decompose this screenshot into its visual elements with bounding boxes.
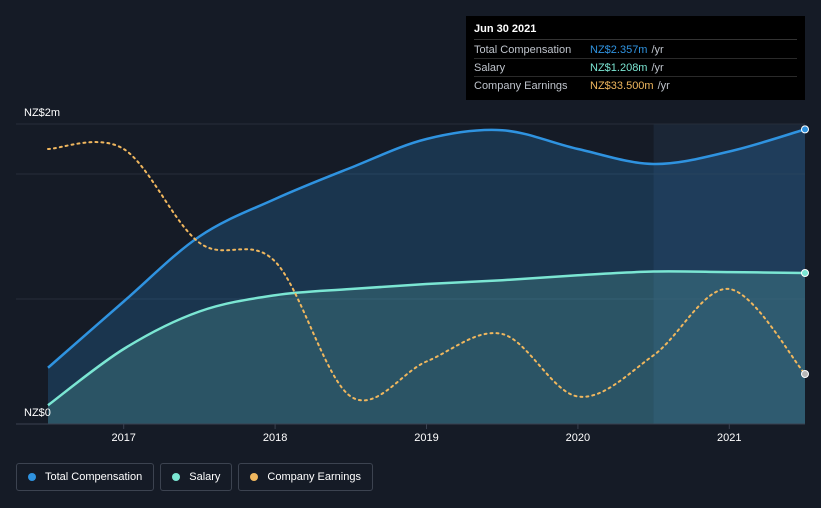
gridlines [16,123,805,300]
tooltip-date: Jun 30 2021 [474,23,797,40]
x-tick-label: 2017 [111,432,135,444]
legend-company-earnings[interactable]: Company Earnings [238,463,373,491]
tooltip-value-total: NZ$2.357m [590,43,648,56]
tooltip-row-total: Total Compensation NZ$2.357m /yr [474,41,797,59]
tooltip-label-earnings: Company Earnings [474,79,568,92]
tooltip-row-salary: Salary NZ$1.208m /yr [474,59,797,77]
tooltip-unit-earnings: /yr [657,79,670,92]
x-tick-label: 2019 [414,432,438,444]
x-tick-label: 2020 [566,432,590,444]
total-end-marker [801,125,809,134]
tooltip-value-salary: NZ$1.208m [590,61,648,74]
legend-total-compensation[interactable]: Total Compensation [16,463,155,491]
total-compensation-line [47,128,806,369]
legend-salary[interactable]: Salary [160,463,233,491]
earnings-end-marker [801,370,809,378]
hover-tooltip: Jun 30 2021 Total Compensation NZ$2.357m… [466,16,805,100]
legend-label: Total Compensation [45,471,143,483]
tooltip-label-total: Total Compensation [474,43,572,56]
legend-label: Company Earnings [267,471,361,483]
y-tick-label-top: NZ$2m [24,107,60,119]
y-tick-label-bottom: NZ$0 [24,407,51,419]
x-axis-ticks: 2017 2018 2019 2020 2021 [111,424,742,444]
legend-dot-icon [250,473,259,481]
salary-end-marker [801,269,809,277]
tooltip-unit-salary: /yr [651,61,664,74]
company-earnings-line [47,141,806,402]
chart-legend: Total Compensation Salary Company Earnin… [16,463,373,491]
tooltip-row-earnings: Company Earnings NZ$33.500m /yr [474,77,797,94]
total-compensation-area [48,129,805,424]
tooltip-unit-total: /yr [651,43,664,56]
x-tick-label: 2021 [717,432,741,444]
end-markers [801,125,809,378]
legend-dot-icon [28,473,36,481]
tooltip-label-salary: Salary [474,61,506,74]
salary-line [47,270,806,407]
salary-area [48,271,805,424]
x-tick-label: 2018 [263,432,287,444]
legend-dot-icon [172,473,181,481]
legend-label: Salary [189,471,221,483]
tooltip-value-earnings: NZ$33.500m [590,79,654,92]
